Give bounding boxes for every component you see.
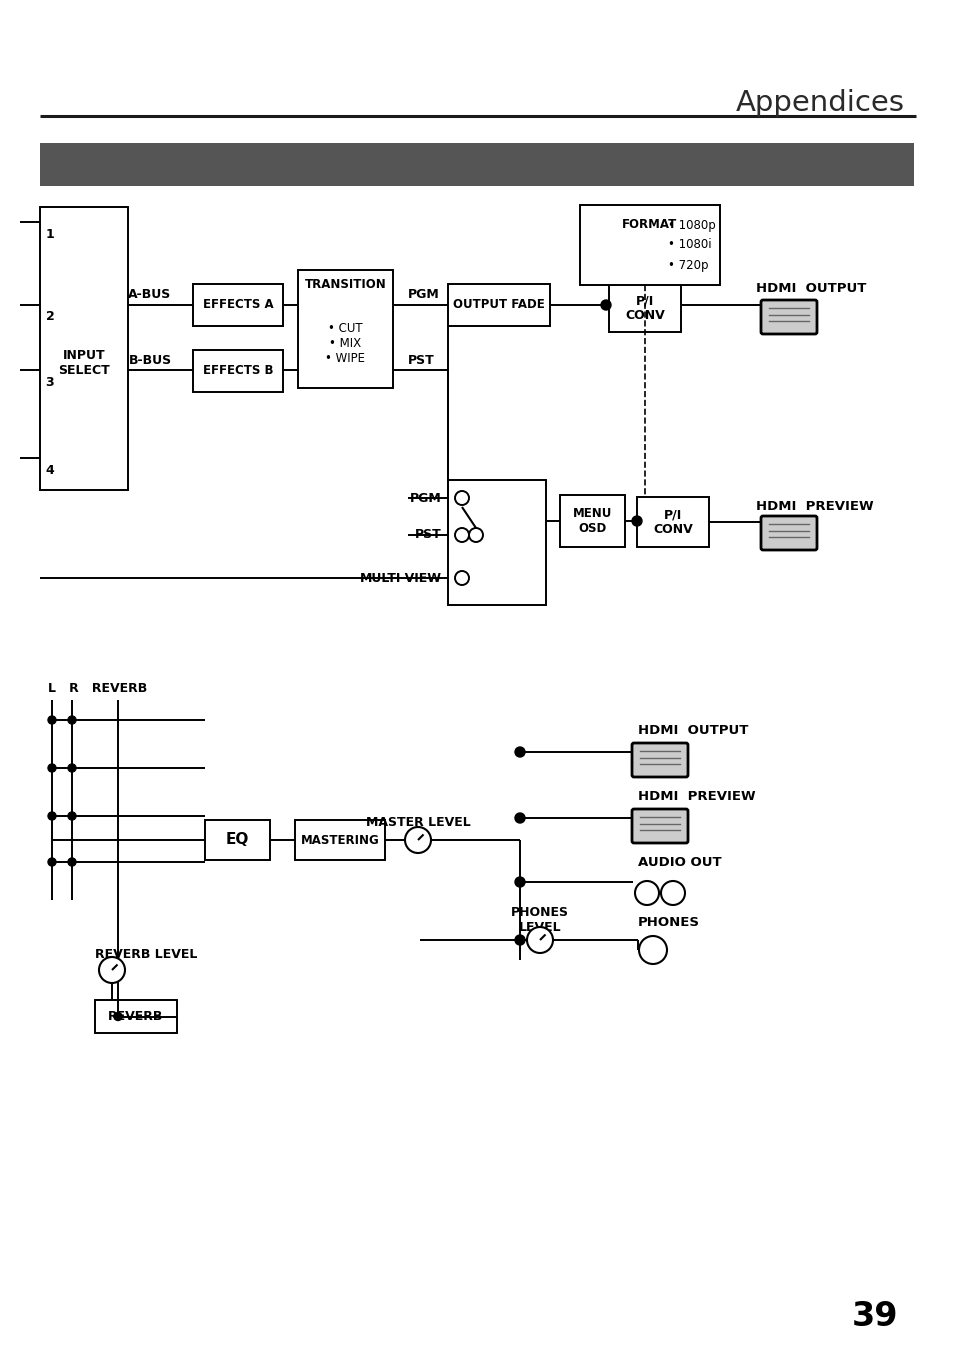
- Text: 4: 4: [46, 463, 54, 477]
- Text: P/I
CONV: P/I CONV: [653, 508, 692, 536]
- Circle shape: [68, 716, 76, 724]
- Bar: [608, 284, 680, 332]
- Bar: [40, 207, 128, 490]
- Bar: [205, 821, 270, 860]
- Text: • 720p: • 720p: [667, 259, 708, 272]
- Text: PST: PST: [415, 528, 441, 542]
- Text: REVERB: REVERB: [109, 1010, 164, 1024]
- Text: 3: 3: [46, 375, 54, 389]
- Text: A-BUS: A-BUS: [129, 288, 172, 302]
- Bar: [193, 349, 283, 393]
- FancyBboxPatch shape: [631, 808, 687, 844]
- Circle shape: [515, 747, 524, 757]
- Text: 1: 1: [46, 227, 54, 241]
- Bar: [559, 496, 624, 547]
- Text: Appendices: Appendices: [735, 89, 904, 116]
- Text: PST: PST: [408, 353, 435, 367]
- Bar: [193, 284, 283, 326]
- Circle shape: [455, 571, 469, 585]
- Circle shape: [68, 858, 76, 867]
- Text: PHONES
LEVEL: PHONES LEVEL: [511, 906, 568, 934]
- Text: MASTERING: MASTERING: [300, 834, 379, 846]
- Circle shape: [68, 812, 76, 821]
- Text: FORMAT: FORMAT: [621, 218, 677, 232]
- Bar: [95, 1001, 177, 1033]
- FancyBboxPatch shape: [760, 516, 816, 550]
- Text: B-BUS: B-BUS: [129, 353, 172, 367]
- Circle shape: [515, 877, 524, 887]
- Circle shape: [469, 528, 482, 542]
- Bar: [637, 497, 708, 547]
- Circle shape: [48, 716, 56, 724]
- Circle shape: [600, 301, 610, 310]
- Circle shape: [48, 858, 56, 867]
- Circle shape: [526, 927, 553, 953]
- Circle shape: [68, 764, 76, 772]
- Text: 39: 39: [851, 1300, 898, 1332]
- Text: HDMI  OUTPUT: HDMI OUTPUT: [755, 282, 865, 295]
- Text: HDMI  OUTPUT: HDMI OUTPUT: [638, 723, 747, 737]
- Bar: [448, 284, 550, 326]
- Circle shape: [48, 812, 56, 821]
- Circle shape: [455, 528, 469, 542]
- Text: MASTER LEVEL: MASTER LEVEL: [365, 815, 470, 829]
- Text: EQ: EQ: [226, 833, 249, 848]
- Text: • 1080p: • 1080p: [667, 218, 715, 232]
- Text: EFFECTS B: EFFECTS B: [203, 364, 273, 378]
- Text: OUTPUT FADE: OUTPUT FADE: [453, 298, 544, 311]
- Circle shape: [99, 957, 125, 983]
- Circle shape: [639, 936, 666, 964]
- Bar: [297, 269, 393, 389]
- Text: TRANSITION: TRANSITION: [304, 278, 386, 291]
- Text: EFFECTS A: EFFECTS A: [202, 298, 273, 311]
- Circle shape: [113, 1013, 122, 1021]
- Circle shape: [515, 936, 524, 945]
- Bar: [448, 481, 545, 605]
- Bar: [40, 144, 913, 185]
- Bar: [579, 204, 720, 284]
- Circle shape: [455, 492, 469, 505]
- Circle shape: [515, 812, 524, 823]
- Circle shape: [405, 827, 431, 853]
- Text: HDMI  PREVIEW: HDMI PREVIEW: [755, 500, 873, 513]
- Text: PHONES: PHONES: [638, 915, 700, 929]
- Circle shape: [48, 764, 56, 772]
- Circle shape: [635, 881, 659, 904]
- Circle shape: [631, 516, 641, 525]
- Text: AUDIO OUT: AUDIO OUT: [638, 856, 720, 868]
- Text: L   R   REVERB: L R REVERB: [48, 681, 147, 695]
- Text: MULTI-VIEW: MULTI-VIEW: [359, 571, 441, 585]
- Text: HDMI  PREVIEW: HDMI PREVIEW: [638, 789, 755, 803]
- Text: • CUT
• MIX
• WIPE: • CUT • MIX • WIPE: [325, 322, 365, 364]
- Text: REVERB LEVEL: REVERB LEVEL: [95, 949, 197, 961]
- Text: 2: 2: [46, 310, 54, 324]
- FancyBboxPatch shape: [760, 301, 816, 334]
- Text: • 1080i: • 1080i: [667, 238, 711, 252]
- Text: PGM: PGM: [408, 288, 439, 302]
- Text: INPUT
SELECT: INPUT SELECT: [58, 348, 110, 376]
- Text: P/I
CONV: P/I CONV: [624, 294, 664, 322]
- Circle shape: [660, 881, 684, 904]
- Text: MENU
OSD: MENU OSD: [572, 506, 612, 535]
- Text: PGM: PGM: [410, 492, 441, 505]
- Bar: [294, 821, 385, 860]
- FancyBboxPatch shape: [631, 743, 687, 777]
